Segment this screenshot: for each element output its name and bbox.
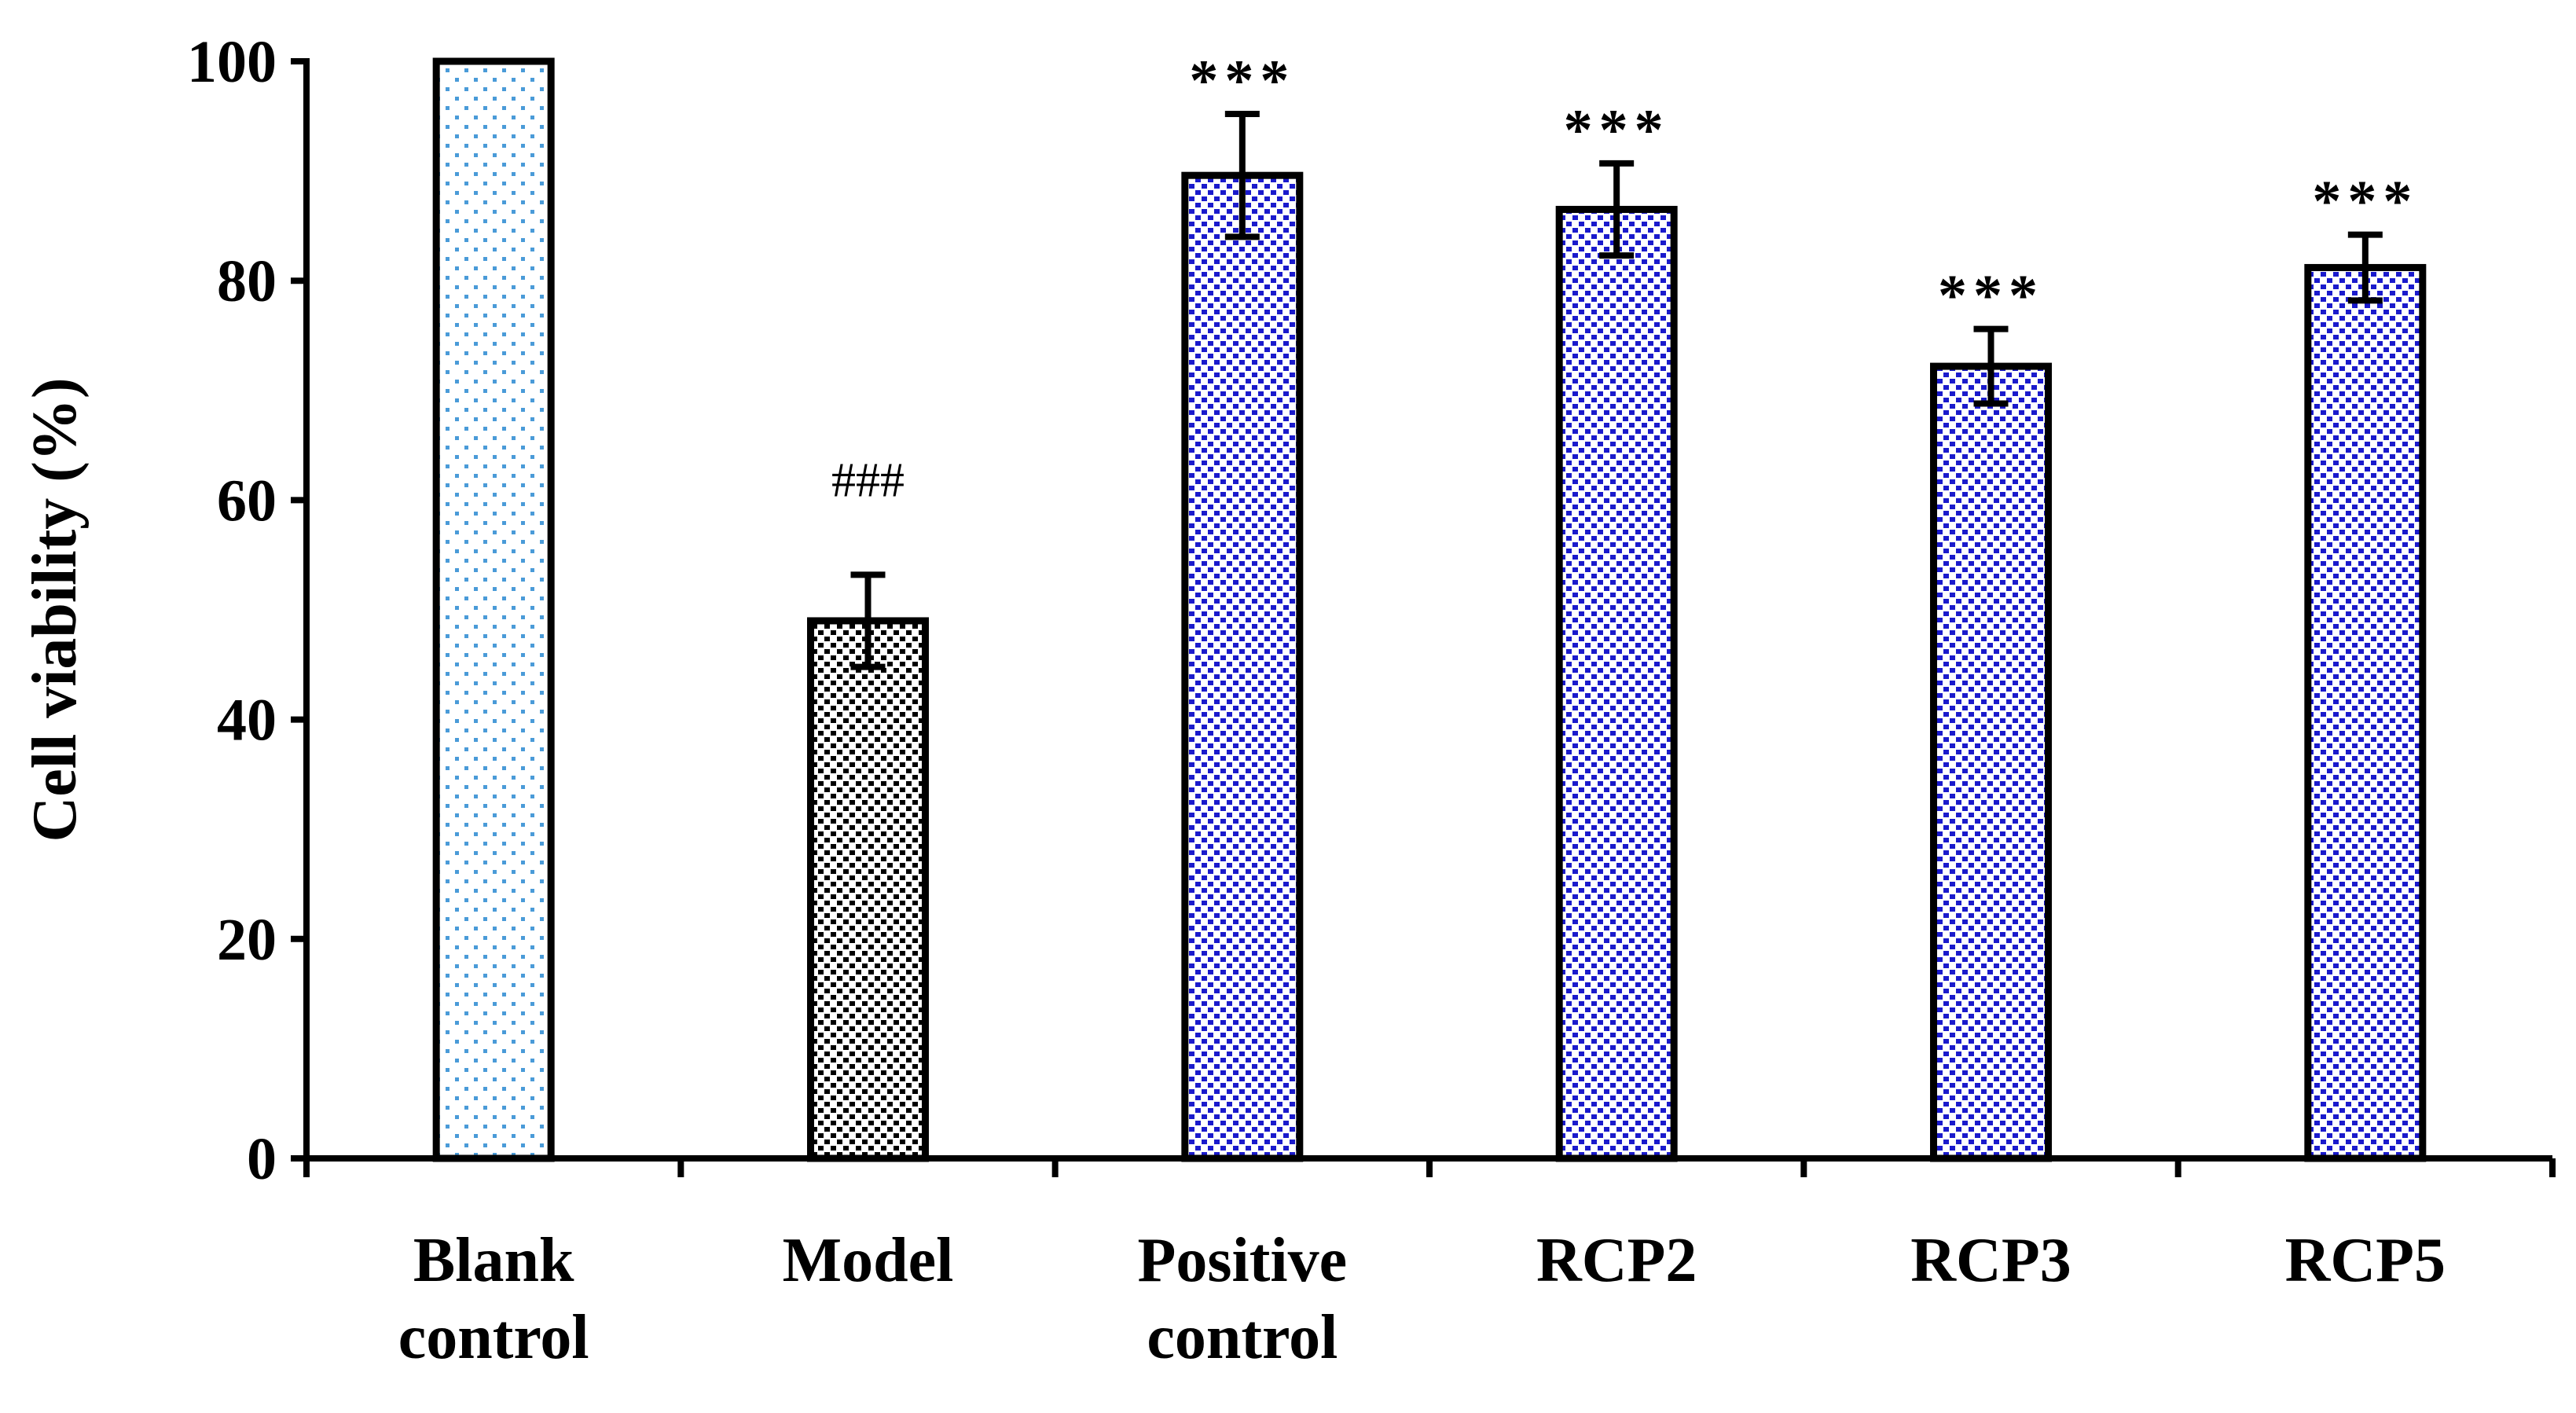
bars-layer: [432, 57, 2427, 1162]
y-tick-label-2: 40: [217, 688, 277, 754]
bar-2: [1181, 171, 1304, 1162]
axes: [291, 58, 2556, 1177]
x-tick-label-line: RCP3: [1910, 1226, 2071, 1295]
bar-3: [1555, 205, 1678, 1162]
x-tick-label-line: Positive: [1138, 1226, 1348, 1295]
significance-label-5: ***: [2312, 170, 2418, 234]
y-tick-label-0: 0: [247, 1126, 277, 1192]
bar-5: [2304, 263, 2427, 1162]
error-bars-layer: [850, 111, 2383, 670]
x-tick-label-3: RCP2: [1536, 1226, 1697, 1295]
x-tick-label-5: RCP5: [2285, 1226, 2446, 1295]
x-tick-label-line: Model: [783, 1226, 954, 1295]
x-tick-label-1: Model: [783, 1226, 954, 1295]
significance-label-3: ***: [1564, 98, 1670, 163]
x-tick-label-line: RCP5: [2285, 1226, 2446, 1295]
y-axis-title: Cell viability (%): [20, 377, 90, 842]
labels-layer: Blank control ### Model *** Positive control **…: [20, 29, 2446, 1372]
significance-label-1: ###: [831, 453, 905, 507]
significance-label-2: ***: [1189, 49, 1295, 113]
x-tick-label-2: Positive control: [1138, 1226, 1348, 1372]
y-tick-label-1: 20: [217, 907, 277, 973]
x-tick-label-line: Blank: [413, 1226, 574, 1295]
x-tick-label-line: control: [1147, 1303, 1338, 1372]
y-tick-label-3: 60: [217, 468, 277, 534]
y-tick-label-5: 100: [187, 29, 277, 95]
bar-1: [807, 617, 929, 1162]
x-tick-label-4: RCP3: [1910, 1226, 2071, 1295]
x-tick-label-line: control: [398, 1303, 589, 1372]
x-tick-label-line: RCP2: [1536, 1226, 1697, 1295]
significance-label-4: ***: [1938, 264, 2044, 328]
bar-4: [1930, 362, 2052, 1162]
y-tick-label-4: 80: [217, 248, 277, 314]
x-tick-label-0: Blank control: [398, 1226, 589, 1372]
bar-0: [432, 57, 555, 1162]
